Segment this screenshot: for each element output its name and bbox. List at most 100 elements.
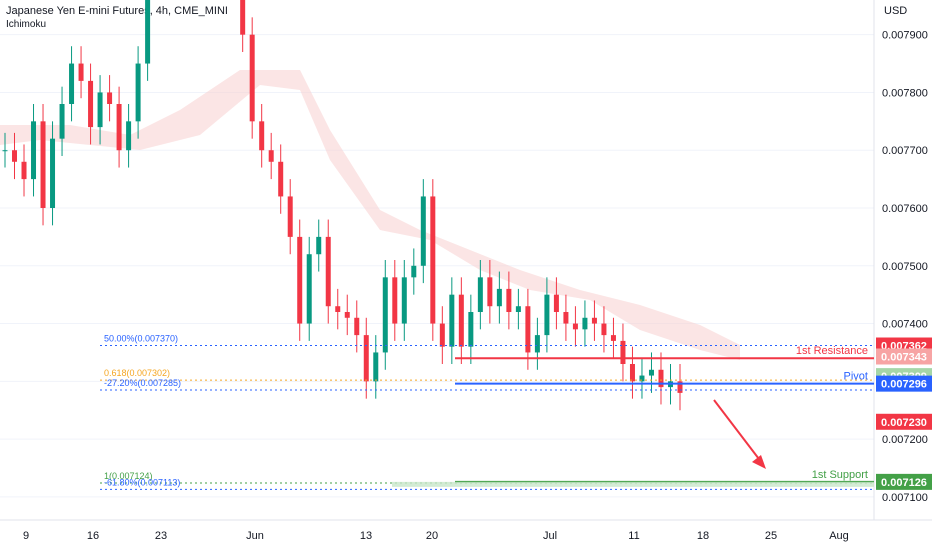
y-tick-label: 0.007100	[882, 492, 928, 504]
level-label: -27.20%(0.007285)	[104, 378, 181, 388]
candle-body	[468, 312, 474, 347]
level-label: 1st Resistance	[796, 345, 868, 357]
candle-body	[629, 364, 635, 382]
candle-body	[240, 0, 246, 35]
candle-body	[306, 254, 312, 324]
candle-body	[439, 323, 445, 347]
x-tick-label: Aug	[829, 530, 849, 542]
y-tick-label: 0.007700	[882, 145, 928, 157]
candle-body	[259, 121, 265, 151]
candle-body	[496, 288, 502, 307]
candle-body	[553, 294, 559, 312]
y-tick-label: 0.007500	[882, 261, 928, 273]
candle-body	[534, 335, 540, 353]
candle-body	[382, 277, 388, 353]
candle-body	[40, 121, 46, 208]
candle-body	[458, 294, 464, 347]
candle-body	[477, 277, 483, 312]
x-tick-label: 13	[360, 530, 372, 542]
x-tick-label: 23	[155, 530, 167, 542]
candle-body	[12, 150, 18, 162]
candle-body	[582, 317, 588, 330]
candle-body	[249, 34, 255, 122]
y-tick-label: 0.007800	[882, 87, 928, 99]
y-tick-label: 0.007900	[882, 30, 928, 42]
price-tag-label: 0.007296	[881, 379, 927, 391]
candle-body	[515, 306, 521, 312]
candle-body	[525, 306, 531, 353]
candle-body	[107, 92, 113, 104]
candle-body	[268, 150, 274, 162]
price-tag-label: 0.007126	[881, 477, 927, 489]
forecast-arrow	[713, 399, 763, 464]
x-tick-label: 11	[628, 530, 639, 542]
currency-label: USD	[884, 5, 908, 17]
candle-body	[135, 63, 141, 122]
candle-body	[506, 288, 512, 312]
candle-body	[88, 80, 94, 128]
candle-body	[325, 236, 331, 307]
candle-body	[639, 375, 645, 382]
candle-body	[31, 121, 37, 180]
x-tick-label: 25	[765, 530, 777, 542]
candle-body	[449, 294, 455, 347]
price-tag	[876, 375, 932, 392]
candle-body	[658, 369, 664, 388]
level-label: 50.00%(0.007370)	[104, 334, 178, 344]
candle-body	[610, 335, 616, 341]
level-label: 1st Support	[812, 469, 868, 481]
ichimoku-cloud	[0, 70, 740, 360]
candle-body	[354, 317, 360, 336]
price-tag-label: 0.007343	[881, 351, 927, 363]
price-tag	[876, 413, 932, 430]
candle-body	[78, 63, 84, 81]
forecast-arrowhead	[752, 455, 766, 469]
candle-body	[59, 104, 65, 139]
candle-body	[544, 294, 550, 336]
candle-body	[420, 196, 426, 266]
indicator-label: Ichimoku	[6, 19, 47, 30]
support-zone	[392, 481, 874, 487]
candle-body	[278, 161, 284, 197]
candle-body	[297, 236, 303, 324]
y-tick-label: 0.007200	[882, 434, 928, 446]
candle-body	[116, 104, 122, 151]
candle-body	[620, 340, 626, 364]
x-tick-label: 20	[426, 530, 438, 542]
candle-body	[145, 0, 151, 64]
candle-body	[677, 381, 683, 393]
candle-body	[487, 277, 493, 307]
candle-body	[335, 306, 341, 312]
candle-body	[287, 196, 293, 237]
chart-title: Japanese Yen E-mini Futures, 4h, CME_MIN…	[6, 5, 228, 17]
y-tick-label: 0.007400	[882, 319, 928, 331]
x-tick-label: 16	[87, 530, 99, 542]
candle-body	[344, 312, 350, 318]
candle-body	[601, 323, 607, 336]
level-label: Pivot	[844, 371, 868, 383]
level-label: 0.618(0.007302)	[104, 368, 170, 378]
candle-body	[563, 312, 569, 324]
candle-body	[392, 277, 398, 324]
x-tick-label: 18	[697, 530, 709, 542]
level-label: -61.80%(0.007113)	[104, 477, 180, 487]
y-tick-label: 0.007600	[882, 203, 928, 215]
candle-body	[373, 352, 379, 382]
candle-body	[97, 92, 103, 128]
x-tick-label: Jul	[543, 530, 557, 542]
candle-body	[316, 236, 322, 255]
price-tag	[876, 348, 932, 365]
x-tick-label: Jun	[246, 530, 264, 542]
candle-body	[21, 161, 27, 180]
price-tag	[876, 473, 932, 490]
candle-body	[50, 138, 56, 208]
x-tick-label: 9	[23, 530, 29, 542]
candle-body	[648, 369, 654, 376]
candle-body	[363, 335, 369, 382]
candle-body	[69, 63, 75, 104]
candle-body	[411, 265, 417, 278]
candle-body	[430, 196, 436, 324]
price-tag-label: 0.007230	[881, 417, 927, 429]
candle-body	[2, 150, 8, 152]
